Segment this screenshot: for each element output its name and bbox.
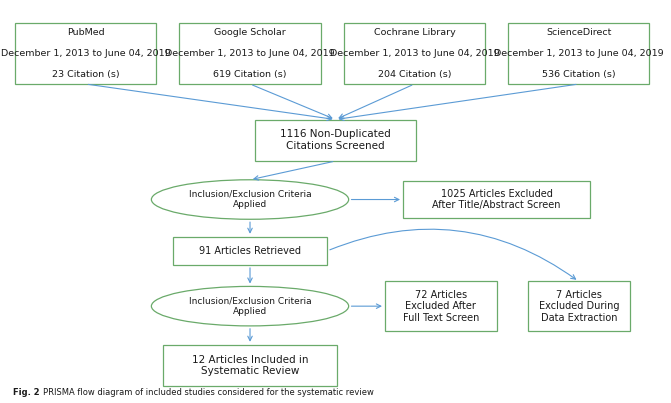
FancyBboxPatch shape [255,120,416,161]
Text: 72 Articles
Excluded After
Full Text Screen: 72 Articles Excluded After Full Text Scr… [403,290,479,323]
Text: Inclusion/Exclusion Criteria
Applied: Inclusion/Exclusion Criteria Applied [189,190,311,209]
Text: Cochrane Library

December 1, 2013 to June 04, 2019

204 Citation (s): Cochrane Library December 1, 2013 to Jun… [329,28,499,79]
Text: 7 Articles
Excluded During
Data Extraction: 7 Articles Excluded During Data Extracti… [539,290,619,323]
Text: Google Scholar

December 1, 2013 to June 04, 2019

619 Citation (s): Google Scholar December 1, 2013 to June … [165,28,335,79]
FancyBboxPatch shape [403,181,590,218]
Text: ScienceDirect

December 1, 2013 to June 04, 2019

536 Citation (s): ScienceDirect December 1, 2013 to June 0… [494,28,664,79]
Text: 12 Articles Included in
Systematic Review: 12 Articles Included in Systematic Revie… [192,355,308,376]
Ellipse shape [152,287,349,326]
FancyBboxPatch shape [385,281,497,331]
FancyBboxPatch shape [508,23,650,84]
FancyBboxPatch shape [179,23,321,84]
FancyBboxPatch shape [344,23,485,84]
FancyBboxPatch shape [15,23,156,84]
FancyBboxPatch shape [172,237,327,265]
Text: 91 Articles Retrieved: 91 Articles Retrieved [199,246,301,256]
Text: PubMed

December 1, 2013 to June 04, 2019

23 Citation (s): PubMed December 1, 2013 to June 04, 2019… [1,28,170,79]
Text: 1116 Non-Duplicated
Citations Screened: 1116 Non-Duplicated Citations Screened [280,129,391,151]
FancyBboxPatch shape [528,281,630,331]
Text: Inclusion/Exclusion Criteria
Applied: Inclusion/Exclusion Criteria Applied [189,297,311,316]
FancyBboxPatch shape [163,345,337,386]
Text: PRISMA flow diagram of included studies considered for the systematic review: PRISMA flow diagram of included studies … [43,388,374,397]
Ellipse shape [152,180,349,219]
Text: 1025 Articles Excluded
After Title/Abstract Screen: 1025 Articles Excluded After Title/Abstr… [432,189,561,210]
Text: Fig. 2: Fig. 2 [13,388,43,397]
